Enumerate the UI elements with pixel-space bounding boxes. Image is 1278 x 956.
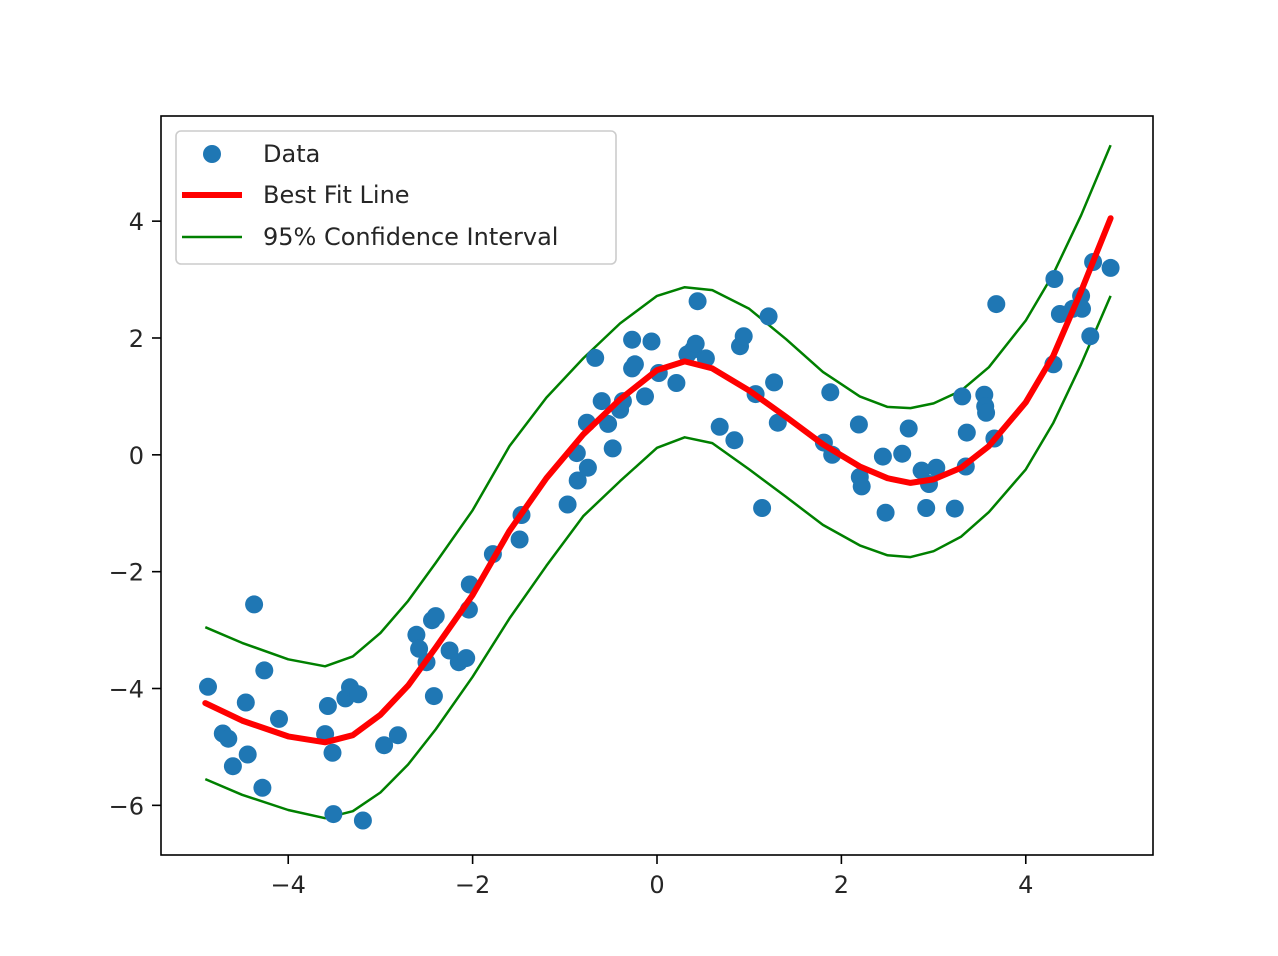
data-point: [1045, 270, 1064, 288]
data-point: [688, 292, 707, 311]
data-point: [407, 625, 426, 644]
data-point: [642, 332, 661, 351]
y-tick-label: −2: [109, 559, 144, 587]
data-point: [849, 415, 868, 434]
data-point: [353, 811, 372, 830]
data-point: [578, 458, 597, 477]
data-point: [510, 530, 529, 549]
y-tick-label: −6: [109, 792, 144, 820]
data-point: [270, 709, 288, 728]
plot-area: [199, 144, 1120, 830]
data-point: [1081, 327, 1100, 346]
data-point: [236, 693, 255, 712]
data-point: [253, 778, 272, 797]
data-point: [957, 423, 976, 442]
data-point: [927, 458, 946, 477]
data-point: [768, 413, 787, 432]
data-point: [876, 503, 895, 522]
data-point: [349, 685, 368, 704]
data-point: [667, 374, 686, 392]
ci-upper-line: [204, 144, 1112, 668]
data-point: [223, 757, 242, 776]
legend: Data Best Fit Line 95% Confidence Interv…: [175, 130, 617, 265]
data-point: [899, 419, 918, 438]
data-point: [324, 805, 343, 824]
data-point: [753, 499, 772, 517]
data-point: [424, 687, 443, 706]
data-point: [945, 499, 964, 518]
x-tick-label: −4: [271, 871, 306, 899]
data-point: [558, 495, 577, 514]
data-point: [255, 661, 274, 680]
legend-box: [175, 130, 617, 265]
data-point: [917, 499, 936, 517]
data-point: [852, 477, 871, 496]
data-point: [893, 444, 912, 463]
y-tick-label: 0: [129, 442, 144, 470]
data-point: [245, 595, 264, 614]
data-point: [873, 447, 892, 466]
data-point: [977, 403, 996, 422]
axis-ticks: −4 −2 0 2 4 −6 −4 −2 0 2 4: [109, 208, 1034, 899]
data-point: [426, 607, 445, 626]
legend-label-data: Data: [263, 140, 320, 168]
data-point: [568, 471, 587, 490]
data-point: [388, 726, 407, 745]
data-point: [219, 729, 238, 748]
data-point: [725, 431, 744, 450]
data-point: [765, 373, 784, 392]
data-point: [625, 355, 644, 374]
data-point: [623, 330, 642, 349]
data-point: [592, 392, 611, 411]
data-point: [323, 743, 342, 762]
data-point: [987, 295, 1006, 314]
data-point: [710, 417, 729, 436]
data-point: [599, 414, 618, 433]
legend-label-ci: 95% Confidence Interval: [263, 223, 558, 251]
data-point: [375, 736, 394, 755]
x-tick-label: 2: [834, 871, 849, 899]
data-point: [686, 334, 705, 353]
y-tick-label: −4: [109, 676, 144, 704]
y-tick-label: 2: [129, 325, 144, 353]
ci-lower-line: [204, 295, 1112, 820]
data-point: [1101, 258, 1120, 277]
x-tick-label: 4: [1018, 871, 1033, 899]
data-point: [734, 327, 753, 346]
data-point: [586, 348, 605, 367]
data-point: [457, 649, 476, 668]
data-point: [318, 697, 337, 715]
data-point: [821, 383, 840, 402]
y-tick-label: 4: [129, 208, 144, 236]
data-point: [238, 745, 257, 764]
data-point: [636, 387, 654, 406]
x-tick-label: 0: [649, 871, 664, 899]
data-point: [759, 307, 778, 326]
data-point: [410, 639, 429, 658]
data-point: [603, 439, 622, 458]
legend-label-fit: Best Fit Line: [263, 181, 410, 209]
data-point: [199, 677, 217, 696]
x-tick-label: −2: [455, 871, 490, 899]
data-point: [912, 461, 931, 480]
data-point: [953, 387, 972, 406]
best-fit-line: [202, 215, 1114, 746]
legend-data-marker: [203, 145, 221, 163]
